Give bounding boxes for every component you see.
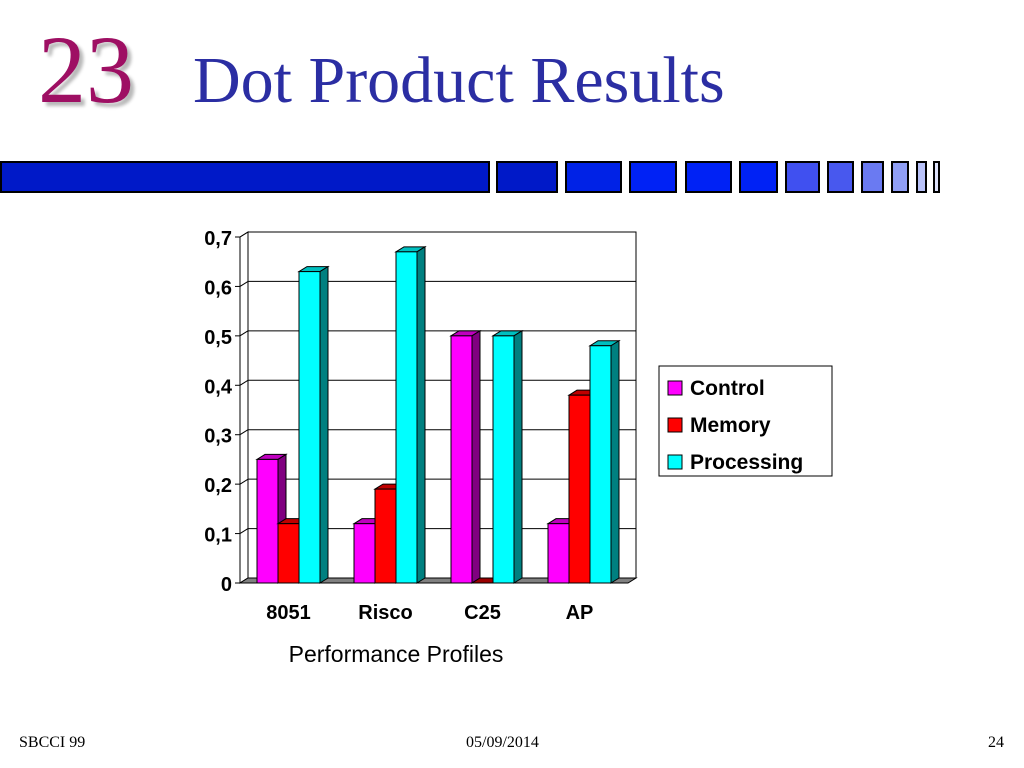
decorative-title-bar <box>0 161 940 193</box>
bar-processing-8051 <box>298 271 321 584</box>
y-tick-label: 0,5 <box>204 327 232 349</box>
legend-swatch-memory <box>667 417 683 433</box>
slide-title: Dot Product Results <box>193 44 725 117</box>
bar-control-risco <box>353 523 376 584</box>
deco-segment <box>685 161 732 193</box>
bar-memory-risco <box>374 488 397 584</box>
gridline-diag <box>239 281 249 287</box>
gridline-diag <box>239 330 249 337</box>
deco-segment <box>629 161 677 193</box>
gridline-diag <box>239 429 249 436</box>
deco-segment <box>0 161 490 193</box>
bar-side-processing <box>416 245 426 584</box>
bar-side-control <box>471 329 481 584</box>
bar-side-processing <box>513 329 523 584</box>
deco-segment <box>565 161 622 193</box>
side-wall <box>239 231 249 584</box>
x-tick-label: C25 <box>464 602 501 624</box>
deco-segment <box>827 161 854 193</box>
deco-segment <box>785 161 820 193</box>
deco-segment <box>739 161 778 193</box>
bar-processing-ap <box>589 345 612 584</box>
deco-segment <box>933 161 940 193</box>
y-tick-label: 0,7 <box>204 228 232 250</box>
legend <box>658 365 833 477</box>
y-tick-label: 0,6 <box>204 277 232 299</box>
y-tick-label: 0 <box>221 574 232 596</box>
bar-processing-c25 <box>492 335 515 584</box>
bar-control-8051 <box>256 458 279 584</box>
x-tick-label: Risco <box>358 602 412 624</box>
deco-segment <box>891 161 909 193</box>
slide-number: 23 <box>38 16 134 123</box>
legend-label-processing: Processing <box>690 451 803 474</box>
gridline-diag <box>239 528 249 534</box>
legend-swatch-processing <box>667 454 683 470</box>
x-axis-title: Performance Profiles <box>289 641 504 667</box>
deco-segment <box>916 161 927 193</box>
legend-swatch-control <box>667 380 683 396</box>
footer-page-number: 24 <box>988 734 1004 751</box>
legend-label-memory: Memory <box>690 414 771 437</box>
y-tick-label: 0,1 <box>204 525 232 547</box>
x-tick-label: 8051 <box>266 602 311 624</box>
bar-control-c25 <box>450 335 473 584</box>
bar-side-processing <box>319 265 329 584</box>
y-tick-label: 0,4 <box>204 376 233 398</box>
deco-segment <box>496 161 558 193</box>
x-tick-label: AP <box>566 602 594 624</box>
footer-conference: SBCCI 99 <box>19 734 86 751</box>
gridline-diag <box>239 478 249 485</box>
bar-processing-risco <box>395 251 418 584</box>
bar-memory-8051 <box>277 523 300 584</box>
gridline-diag <box>239 379 249 386</box>
y-tick-label: 0,3 <box>204 426 232 448</box>
bar-memory-ap <box>568 394 591 584</box>
legend-label-control: Control <box>690 377 765 400</box>
footer-date: 05/09/2014 <box>466 734 539 751</box>
bar-chart: 0 0,1 0,2 0,3 0,4 0,5 0,6 0,7 8051 Risco C25 AP Perf… <box>204 228 833 667</box>
y-tick-label: 0,2 <box>204 475 232 497</box>
bar-side-processing <box>610 339 620 584</box>
deco-segment <box>861 161 884 193</box>
bar-control-ap <box>547 523 570 584</box>
